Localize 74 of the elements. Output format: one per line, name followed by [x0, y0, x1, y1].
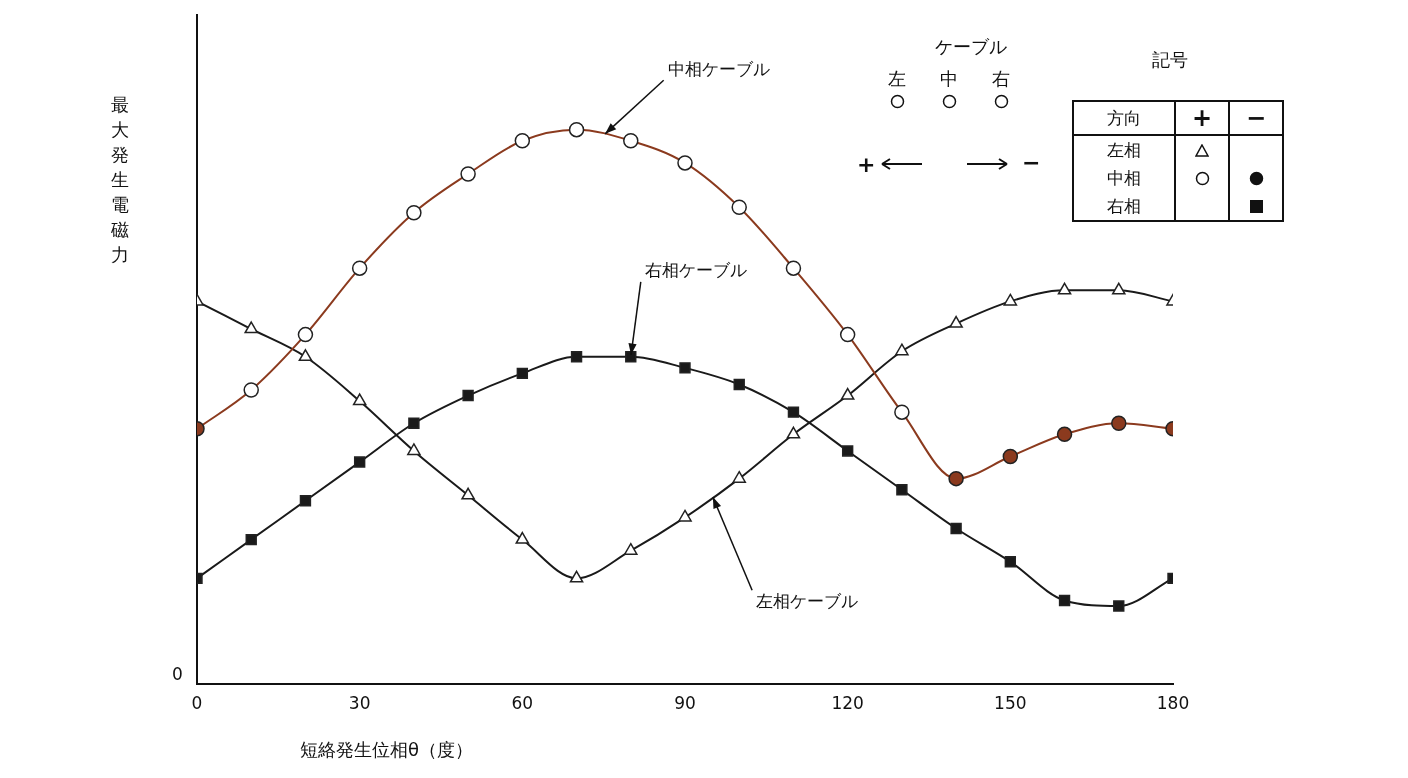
point: [732, 470, 747, 483]
point: [245, 533, 257, 546]
point: [351, 260, 368, 276]
point: [516, 367, 529, 380]
point: [895, 343, 909, 356]
point: [1111, 282, 1126, 295]
point: [1058, 594, 1071, 607]
point: [678, 509, 692, 522]
point: [353, 456, 366, 468]
x-tick-label: 60: [511, 693, 534, 714]
point: [733, 378, 745, 391]
text: 右: [992, 67, 1010, 91]
point: [950, 522, 962, 535]
point: [298, 349, 313, 362]
point: [243, 382, 259, 398]
x-tick-label: 90: [674, 693, 696, 714]
point: [1113, 600, 1125, 612]
text: 中: [940, 67, 958, 91]
text: 記号: [1152, 48, 1188, 72]
point: [894, 404, 910, 420]
annotation: 右相: [1073, 192, 1175, 221]
y-axis-title: 最大発生電磁力: [110, 93, 130, 267]
text: 0: [172, 664, 183, 684]
annotation: 左相ケーブル: [756, 590, 859, 611]
point: [949, 315, 963, 328]
point: [569, 570, 584, 583]
point: [896, 484, 908, 496]
point: [570, 351, 583, 363]
point: [514, 132, 531, 149]
point: [840, 387, 855, 400]
point: [408, 417, 420, 429]
point: [299, 495, 312, 507]
text: ケーブル: [935, 35, 1007, 59]
point: [352, 393, 367, 406]
point: [407, 443, 421, 456]
point: [406, 205, 422, 221]
point: [786, 426, 801, 439]
annotation: 中相ケーブル: [667, 58, 770, 79]
point: [1056, 426, 1073, 443]
point: [461, 487, 475, 500]
symbol-table: 方向 + − 左相 中相 右相: [1072, 100, 1284, 222]
point: [1004, 556, 1017, 568]
x-tick-label: 120: [831, 693, 864, 714]
point: [623, 132, 639, 149]
annotation: −: [1022, 150, 1041, 175]
point: [462, 389, 474, 402]
annotation: +: [857, 152, 876, 177]
point: [1111, 415, 1127, 431]
point: [839, 326, 856, 343]
point: [841, 445, 854, 457]
point: [679, 362, 691, 374]
annotation: 左相: [1073, 135, 1175, 164]
x-tick-label: 150: [994, 693, 1027, 714]
point: [568, 121, 585, 138]
point: [731, 199, 747, 215]
point: [787, 406, 800, 418]
point: [515, 531, 530, 544]
point: [1002, 448, 1019, 465]
point: [948, 470, 964, 487]
text: 左: [888, 67, 906, 91]
x-axis-title: 短絡発生位相θ（度）: [300, 738, 474, 762]
annotation: 中相: [1073, 164, 1175, 192]
point: [1003, 293, 1018, 306]
x-tick-label: 30: [348, 693, 371, 714]
point: [244, 321, 259, 334]
point: [677, 155, 693, 171]
annotation: 右相ケーブル: [644, 260, 747, 281]
x-tick-label: 0: [191, 693, 203, 714]
point: [1057, 282, 1072, 295]
point: [785, 260, 802, 276]
point: [623, 542, 638, 555]
point: [460, 166, 476, 182]
point: [297, 326, 314, 343]
x-tick-label: 180: [1156, 693, 1190, 714]
